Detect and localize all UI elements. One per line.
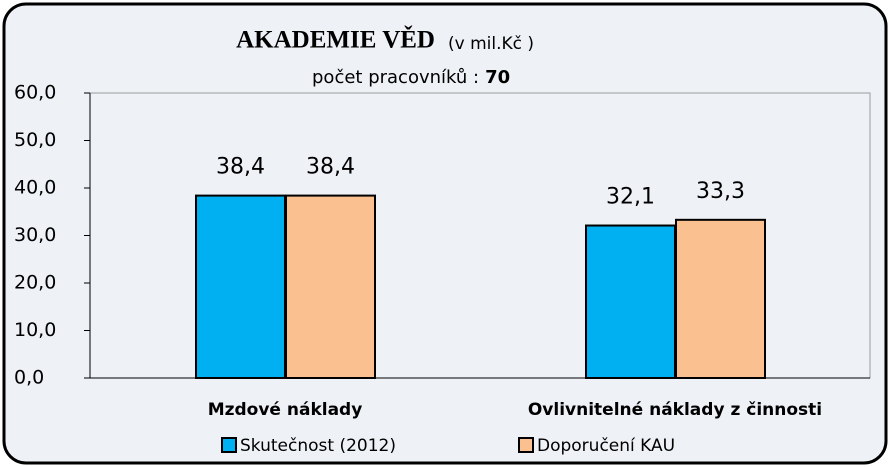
x-tick-label: Ovlivnitelné náklady z činnosti (528, 400, 822, 420)
y-tick-label: 50,0 (14, 129, 56, 151)
bar (585, 224, 676, 379)
data-label: 38,4 (216, 155, 265, 180)
chart-subtitle: počet pracovníků : 70 (312, 67, 510, 88)
chart-title: AKADEMIE VĚD (236, 26, 435, 54)
subtitle-value: 70 (485, 67, 510, 88)
y-tick-label: 40,0 (14, 177, 56, 199)
bar (285, 194, 376, 379)
chart-title-unit: (v mil.Kč ) (448, 34, 534, 54)
legend-swatch (518, 437, 534, 453)
bar (195, 194, 286, 379)
legend-label: Doporučení KAU (537, 436, 675, 456)
y-tick-label: 20,0 (14, 272, 56, 294)
data-label: 33,3 (696, 179, 745, 204)
y-tick-label: 0,0 (14, 367, 44, 389)
y-tick-label: 10,0 (14, 319, 56, 341)
data-label: 32,1 (606, 185, 655, 210)
x-tick-label: Mzdové náklady (208, 400, 363, 420)
y-tick-label: 30,0 (14, 224, 56, 246)
subtitle-text: počet pracovníků : (312, 67, 479, 88)
legend-swatch (221, 437, 237, 453)
y-tick-label: 60,0 (14, 82, 56, 104)
data-label: 38,4 (306, 155, 355, 180)
bar (675, 218, 766, 379)
legend-label: Skutečnost (2012) (240, 436, 396, 456)
